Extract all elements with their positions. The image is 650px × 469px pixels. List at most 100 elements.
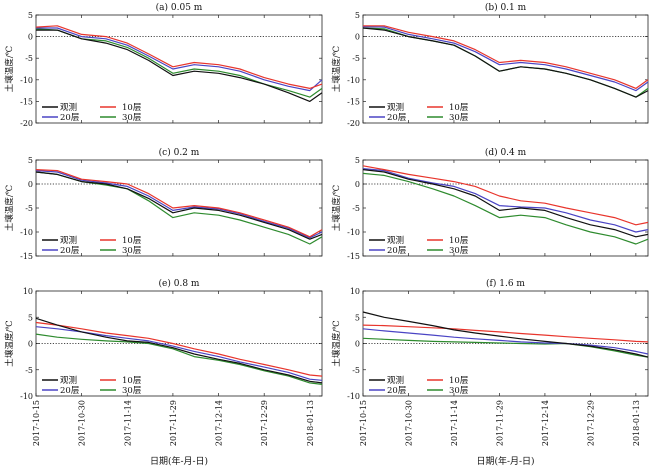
- x-tick-label: 2017-11-14: [450, 400, 459, 446]
- legend-label: 20层: [387, 113, 406, 123]
- series-line-30层: [362, 27, 649, 98]
- y-axis-label: 土壤温度/℃: [4, 320, 15, 366]
- panel-d: (d) 0.4 m 土壤温度/℃ 5 0 -5 -10 -15 观测 10层 20层 30层: [331, 147, 649, 261]
- y-tick-label: 0: [355, 180, 360, 189]
- series-line-观测: [35, 317, 323, 384]
- y-tick-label: 5: [355, 313, 360, 322]
- series-line-10层: [35, 25, 323, 90]
- series-line-30层: [35, 171, 323, 245]
- legend-label: 30层: [122, 113, 141, 123]
- y-tick-label: -15: [20, 97, 33, 106]
- plot-frame: [35, 14, 323, 124]
- y-tick-label: -10: [20, 392, 33, 401]
- x-tick-label: 2017-12-29: [260, 400, 269, 446]
- legend-label: 10层: [449, 103, 468, 113]
- legend-label: 30层: [449, 246, 468, 256]
- x-axis-label: 日期(年-月-日): [476, 455, 534, 467]
- legend-label: 20层: [60, 246, 79, 256]
- x-tick-label: 2017-12-14: [215, 400, 224, 446]
- x-tick-label: 2017-12-29: [586, 400, 595, 446]
- series-line-20层: [362, 26, 649, 92]
- y-tick-label: -10: [20, 76, 33, 85]
- y-axis-label: 土壤温度/℃: [331, 320, 342, 366]
- y-tick-label: -10: [347, 228, 360, 237]
- x-tick-label: 2017-12-14: [541, 400, 550, 446]
- series-line-观测: [362, 169, 649, 238]
- y-tick-label: 5: [355, 11, 360, 20]
- series-line-观测: [35, 171, 323, 240]
- y-tick-label: -20: [347, 119, 360, 128]
- series-line-10层: [35, 169, 323, 238]
- y-tick-label: 0: [28, 180, 33, 189]
- legend-label: 20层: [60, 113, 79, 123]
- x-tick-label: 2017-10-30: [78, 400, 87, 446]
- legend-label: 20层: [387, 386, 406, 396]
- x-tick-label: 2017-10-30: [404, 400, 413, 446]
- legend-label: 10层: [122, 236, 141, 246]
- legend-label: 10层: [122, 103, 141, 113]
- series-line-观测: [36, 29, 323, 103]
- y-tick-label: -15: [347, 97, 360, 106]
- legend-label: 30层: [449, 386, 468, 396]
- panel-title: (c) 0.2 m: [159, 147, 200, 158]
- legend-label: 观测: [387, 103, 404, 113]
- y-tick-label: -15: [20, 252, 33, 261]
- legend-label: 20层: [387, 246, 406, 256]
- plot-frame: [35, 159, 323, 257]
- legend-label: 观测: [387, 376, 404, 386]
- y-tick-label: 5: [28, 11, 33, 20]
- legend-label: 观测: [387, 236, 404, 246]
- y-tick-label: -5: [352, 204, 360, 213]
- y-axis-label: 土壤温度/℃: [331, 185, 342, 231]
- series-line-10层: [363, 25, 649, 90]
- y-tick-label: -5: [25, 54, 33, 63]
- series-line-观测: [362, 311, 649, 358]
- series-line-10层: [362, 324, 649, 343]
- legend-label: 30层: [449, 113, 468, 123]
- legend-label: 观测: [60, 376, 77, 386]
- y-tick-label: -5: [352, 54, 360, 63]
- y-tick-label: 5: [28, 313, 33, 322]
- legend-label: 10层: [122, 376, 141, 386]
- series-line-观测: [362, 27, 649, 98]
- y-tick-label: -5: [25, 204, 33, 213]
- y-tick-label: 0: [355, 33, 360, 42]
- series-line-30层: [362, 172, 649, 245]
- y-tick-label: -10: [20, 228, 33, 237]
- legend-label: 10层: [449, 236, 468, 246]
- y-tick-label: 10: [23, 287, 33, 296]
- series-line-30层: [35, 28, 323, 98]
- series-line-10层: [35, 321, 323, 377]
- y-tick-label: -20: [20, 119, 33, 128]
- panel-a: (a) 0.05 m 土壤温度/℃ 5 0 -5 -10 -15 -20 观测 10层 20层 30层: [4, 2, 323, 128]
- y-tick-label: -10: [347, 76, 360, 85]
- x-tick-label: 2017-10-15: [359, 400, 368, 446]
- panel-title: (e) 0.8 m: [159, 278, 200, 289]
- y-tick-label: 10: [350, 287, 360, 296]
- x-axis-label: 日期(年-月-日): [150, 455, 208, 467]
- series-line-30层: [35, 333, 323, 385]
- y-axis-label: 土壤温度/℃: [4, 185, 15, 231]
- series-line-30层: [362, 337, 649, 358]
- y-axis-label: 土壤温度/℃: [4, 46, 15, 92]
- panel-title: (b) 0.1 m: [485, 2, 527, 13]
- panel-c: (c) 0.2 m 土壤温度/℃ 5 0 -5 -10 -15 观测 10层 20层 30层: [4, 147, 323, 261]
- y-tick-label: 5: [355, 156, 360, 165]
- legend-label: 30层: [122, 246, 141, 256]
- legend-label: 20层: [60, 386, 79, 396]
- y-tick-label: -5: [25, 366, 33, 375]
- series-line-20层: [362, 328, 649, 355]
- series-line-20层: [362, 168, 649, 233]
- x-tick-label: 2017-11-29: [495, 400, 504, 446]
- y-tick-label: 0: [355, 340, 360, 349]
- y-tick-label: 5: [28, 156, 33, 165]
- legend-label: 10层: [449, 376, 468, 386]
- series-line-20层: [35, 170, 323, 239]
- x-tick-label: 2017-11-29: [169, 400, 178, 446]
- series-line-10层: [362, 165, 649, 226]
- plot-frame: [362, 14, 649, 124]
- legend-label: 观测: [60, 103, 77, 113]
- panel-title: (d) 0.4 m: [485, 147, 527, 158]
